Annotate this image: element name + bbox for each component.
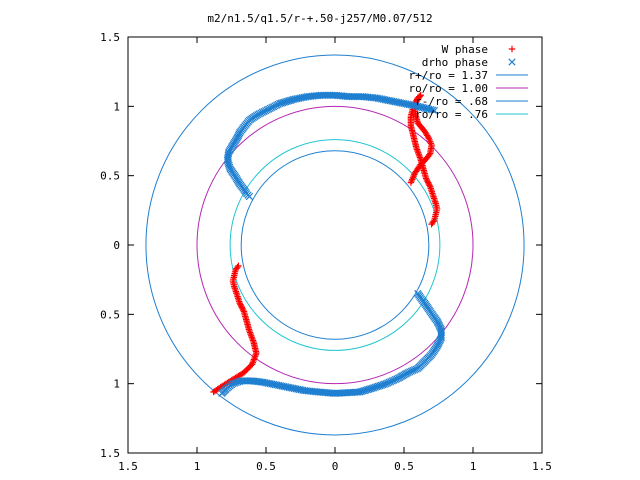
legend-marker [508, 45, 516, 53]
legend-label: ro/ro = .76 [415, 108, 488, 121]
legend-label: r-/ro = .68 [415, 95, 488, 108]
reference-circle-3 [240, 150, 430, 340]
x-tick-label: 1 [470, 460, 477, 473]
reference-circle-4 [229, 139, 441, 351]
x-tick-label: 1 [194, 460, 201, 473]
w-phase-point [238, 304, 246, 311]
y-tick-label: 1 [113, 378, 120, 391]
y-tick-label: 0 [113, 239, 120, 252]
legend-label: W phase [442, 43, 488, 56]
w-phase-point [423, 176, 430, 184]
w-phase-point [233, 265, 240, 272]
w-phase-point [236, 300, 243, 307]
legend-label: r+/ro = 1.37 [409, 69, 488, 82]
drho-phase-point [428, 106, 437, 114]
w-phase-point [240, 306, 247, 314]
legend-label: drho phase [422, 56, 488, 69]
w-phase-point [239, 305, 246, 312]
y-tick-label: 0.5 [100, 308, 120, 321]
reference-circles [145, 54, 525, 436]
reference-circle-2 [196, 105, 474, 385]
w-phase-point [427, 183, 434, 190]
axis-ticks: 1.5 1 0.5 0 0.5 1 1.51.510.500.511.5 [100, 31, 552, 473]
legend-marker [508, 58, 516, 66]
w-phase-point [425, 180, 433, 188]
reference-circle-1 [145, 54, 525, 436]
w-phase-point [416, 93, 423, 100]
w-phase-point [210, 388, 217, 396]
w-phase-point [430, 218, 437, 225]
legend-label: ro/ro = 1.00 [409, 82, 488, 95]
drho-phase-point [218, 389, 226, 397]
y-tick-label: 0.5 [100, 170, 120, 183]
drho-phase-point [430, 106, 438, 115]
w-phase-point [211, 387, 219, 395]
x-tick-label: 0.5 [256, 460, 276, 473]
w-phase-point [237, 301, 244, 308]
phase-series [210, 91, 445, 397]
w-phase-point [417, 92, 424, 99]
x-tick-label: 0.5 [394, 460, 414, 473]
w-phase-point [426, 182, 433, 189]
y-tick-label: 1 [113, 100, 120, 113]
w-phase-point [237, 302, 245, 310]
chart-title: m2/n1.5/q1.5/r-+.50-j257/M0.07/512 [207, 12, 432, 25]
x-tick-label: 1.5 [118, 460, 138, 473]
y-tick-label: 1.5 [100, 31, 120, 44]
x-tick-label: 0 [332, 460, 339, 473]
y-tick-label: 1.5 [100, 447, 120, 460]
x-tick-label: 1.5 [532, 460, 552, 473]
w-phase-point [424, 178, 431, 185]
series-drho-phase [218, 91, 445, 397]
w-phase-point [424, 179, 432, 186]
w-phase-point [425, 151, 433, 159]
w-phase-point [415, 120, 422, 128]
